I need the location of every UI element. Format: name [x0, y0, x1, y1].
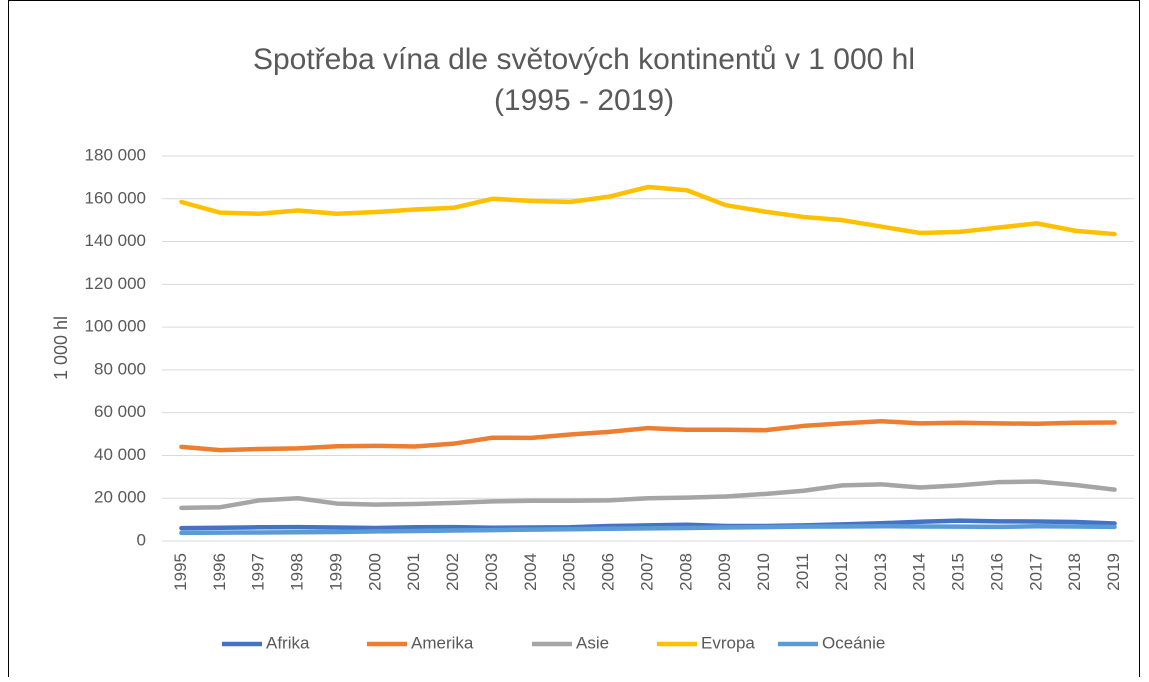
x-tick-label: 2002 [443, 553, 462, 591]
x-tick-label: 2006 [599, 553, 618, 591]
x-tick-label: 2009 [715, 553, 734, 591]
y-tick-label: 20 000 [94, 488, 146, 507]
x-tick-label: 2018 [1065, 553, 1084, 591]
x-tick-label: 2010 [754, 553, 773, 591]
series-line [179, 518, 1117, 531]
x-tick-label: 2007 [637, 553, 656, 591]
series-line [179, 184, 1117, 237]
legend-label: Afrika [266, 633, 310, 652]
x-tick-label: 2017 [1026, 553, 1045, 591]
y-tick-label: 60 000 [94, 402, 146, 421]
y-tick-label: 40 000 [94, 445, 146, 464]
x-tick-label: 2011 [793, 553, 812, 590]
y-tick-label: 120 000 [85, 274, 146, 293]
legend-label: Amerika [411, 633, 474, 652]
x-tick-label: 2005 [560, 553, 579, 591]
x-tick-label: 2008 [676, 553, 695, 591]
x-tick-label: 2004 [521, 553, 540, 591]
series-line [179, 418, 1117, 453]
x-tick-label: 2015 [949, 553, 968, 591]
y-tick-label: 100 000 [85, 317, 146, 336]
x-tick-label: 2014 [910, 553, 929, 591]
x-tick-label: 2000 [365, 553, 384, 591]
x-tick-label: 2016 [987, 553, 1006, 591]
x-tick-label: 2012 [832, 553, 851, 591]
legend-label: Asie [576, 633, 609, 652]
y-tick-label: 180 000 [85, 145, 146, 164]
y-tick-label: 0 [137, 530, 146, 549]
chart-subtitle: (1995 - 2019) [494, 84, 674, 117]
x-tick-label: 1996 [210, 553, 229, 591]
legend-label: Evropa [701, 633, 755, 652]
x-tick-label: 1997 [249, 553, 268, 591]
chart-title: Spotřeba vína dle světových kontinentů v… [253, 43, 915, 76]
series-line [179, 479, 1117, 511]
x-tick-label: 2003 [482, 553, 501, 591]
x-tick-label: 2019 [1104, 553, 1123, 591]
x-tick-label: 1998 [288, 553, 307, 591]
series-line [179, 523, 1117, 536]
x-tick-label: 1995 [171, 553, 190, 591]
y-tick-label: 80 000 [94, 359, 146, 378]
y-tick-label: 140 000 [85, 231, 146, 250]
x-tick-label: 2013 [871, 553, 890, 591]
chart-frame [8, 0, 1140, 682]
y-axis-label: 1 000 hl [51, 316, 71, 380]
y-tick-label: 160 000 [85, 188, 146, 207]
x-tick-label: 1999 [326, 553, 345, 591]
legend-label: Oceánie [822, 633, 885, 652]
x-tick-label: 2001 [404, 553, 423, 591]
